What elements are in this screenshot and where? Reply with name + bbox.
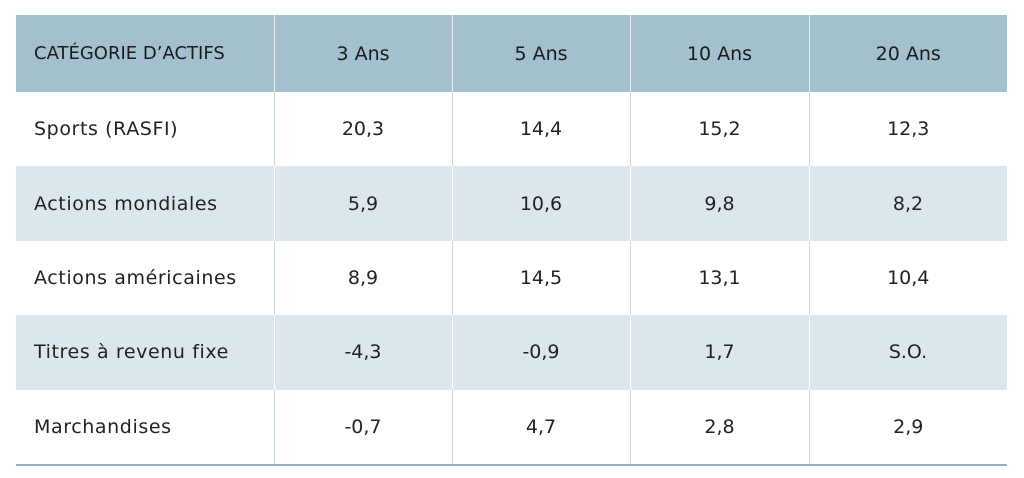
cell-value: 12,3 [887, 118, 930, 141]
table-row: Actions mondiales 5,9 10,6 9,8 8,2 [16, 166, 1008, 241]
cell-value: 9,8 [630, 166, 810, 241]
header-20-years: 20 Ans [875, 42, 941, 65]
cell-value: 8,2 [809, 166, 1008, 241]
cell-value: -0,7 [274, 389, 453, 464]
table-bottom-rule [16, 463, 1007, 466]
cell-value: 20,3 [274, 92, 453, 167]
cell-value: 13,1 [630, 240, 810, 316]
table-row: Actions américaines 8,9 14,5 13,1 10,4 [16, 240, 1007, 316]
cell-value: 5,9 [274, 166, 453, 241]
header-5-years: 5 Ans [452, 15, 631, 92]
cell-value: -0,9 [452, 315, 631, 390]
cell-value: S.O. [809, 315, 1008, 390]
table-header-row: CATÉGORIE D’ACTIFS 3 Ans 5 Ans 10 Ans 20… [16, 15, 1007, 92]
table-row: Titres à revenu fixe -4,3 -0,9 1,7 S.O. [16, 315, 1008, 390]
table-row: Sports (RASFI) 20,3 14,4 15,2 12,3 [16, 92, 1007, 167]
header-asset-category: CATÉGORIE D’ACTIFS [16, 15, 275, 92]
header-3-years: 3 Ans [274, 15, 453, 92]
cell-value: 1,7 [630, 315, 810, 390]
header-10-years: 10 Ans [630, 15, 810, 92]
cell-value: 2,8 [630, 389, 810, 464]
cell-value: 4,7 [452, 389, 631, 464]
cell-value: 15,2 [630, 92, 810, 167]
row-label: Titres à revenu fixe [16, 315, 275, 390]
cell-value: 10,4 [887, 266, 930, 289]
returns-table-container: CATÉGORIE D’ACTIFS 3 Ans 5 Ans 10 Ans 20… [16, 15, 1008, 466]
row-label: Sports (RASFI) [16, 92, 275, 167]
cell-value: 14,5 [452, 240, 631, 316]
returns-table: CATÉGORIE D’ACTIFS 3 Ans 5 Ans 10 Ans 20… [16, 15, 1008, 464]
row-label: Actions américaines [16, 240, 275, 316]
cell-value: 2,9 [893, 415, 924, 438]
table-row: Marchandises -0,7 4,7 2,8 2,9 [16, 389, 1007, 464]
row-label: Actions mondiales [16, 166, 275, 241]
cell-value: 10,6 [452, 166, 631, 241]
row-label: Marchandises [16, 389, 275, 464]
cell-value: 8,9 [274, 240, 453, 316]
cell-value: 14,4 [452, 92, 631, 167]
cell-value: -4,3 [274, 315, 453, 390]
